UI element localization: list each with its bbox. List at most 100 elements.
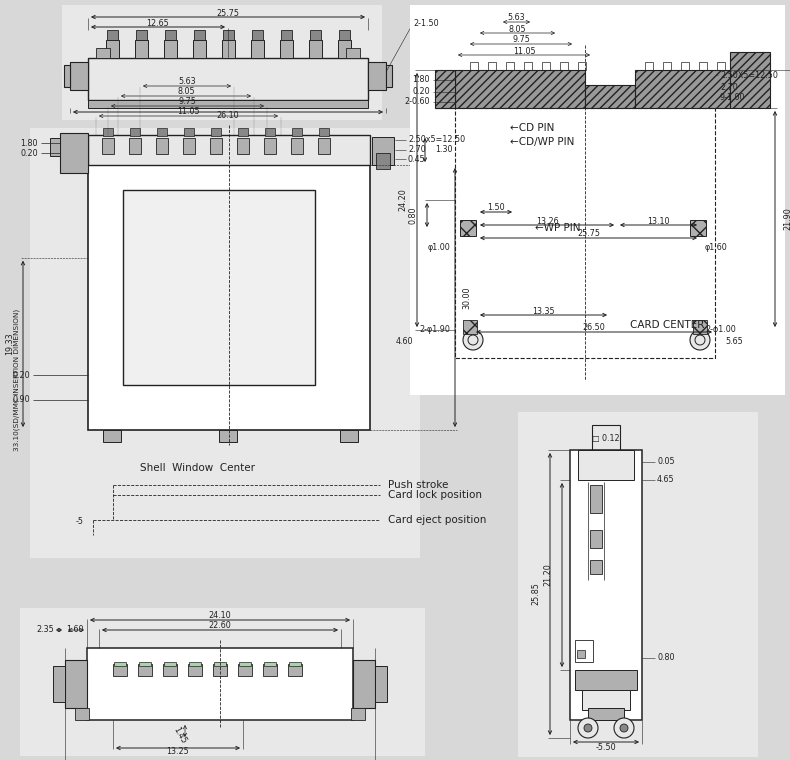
Text: 2.50X5=12.50: 2.50X5=12.50 bbox=[720, 71, 778, 80]
Bar bbox=[339, 30, 350, 40]
Bar bbox=[164, 662, 176, 666]
Circle shape bbox=[584, 724, 592, 732]
Text: 1.45: 1.45 bbox=[171, 725, 188, 745]
Text: 13.35: 13.35 bbox=[532, 306, 555, 315]
Bar bbox=[542, 62, 550, 70]
Text: 2-φ1.90: 2-φ1.90 bbox=[419, 325, 450, 334]
Bar bbox=[590, 530, 602, 548]
Bar bbox=[717, 62, 725, 70]
Bar bbox=[592, 425, 620, 450]
Bar bbox=[289, 662, 301, 666]
Bar bbox=[310, 30, 321, 40]
Bar bbox=[88, 135, 370, 165]
Bar bbox=[88, 165, 370, 430]
Bar bbox=[157, 128, 167, 136]
Text: 13.25: 13.25 bbox=[167, 748, 190, 756]
Text: 12.65: 12.65 bbox=[147, 20, 169, 28]
Text: φ1.00: φ1.00 bbox=[427, 243, 450, 252]
Text: 1.80: 1.80 bbox=[412, 75, 430, 84]
Text: 2-0.60: 2-0.60 bbox=[404, 97, 430, 106]
Text: □ 0.12: □ 0.12 bbox=[592, 433, 620, 442]
Circle shape bbox=[614, 718, 634, 738]
Bar bbox=[699, 62, 707, 70]
Text: 11.05: 11.05 bbox=[177, 107, 200, 116]
Text: ←CD/WP PIN: ←CD/WP PIN bbox=[510, 137, 574, 147]
Text: 4.60: 4.60 bbox=[396, 337, 413, 347]
Text: 13.26: 13.26 bbox=[536, 217, 559, 226]
Bar bbox=[455, 70, 585, 108]
Bar bbox=[123, 190, 315, 385]
Bar bbox=[368, 62, 386, 90]
Bar bbox=[130, 128, 140, 136]
Bar bbox=[184, 128, 194, 136]
Bar bbox=[488, 62, 496, 70]
Bar bbox=[506, 62, 514, 70]
Bar bbox=[590, 485, 602, 513]
Bar bbox=[135, 40, 148, 58]
Bar bbox=[238, 128, 248, 136]
Bar bbox=[183, 138, 195, 154]
Text: 22.60: 22.60 bbox=[209, 622, 231, 631]
Bar bbox=[238, 664, 252, 676]
Bar bbox=[193, 40, 206, 58]
Bar bbox=[635, 70, 730, 108]
Bar bbox=[263, 664, 277, 676]
Text: 4.65: 4.65 bbox=[657, 476, 675, 485]
Bar bbox=[280, 40, 293, 58]
Bar bbox=[20, 608, 425, 756]
Bar bbox=[663, 62, 671, 70]
Text: 0.20: 0.20 bbox=[13, 371, 30, 379]
Text: 0.80: 0.80 bbox=[408, 206, 417, 223]
Bar bbox=[338, 40, 351, 58]
Text: 0.20: 0.20 bbox=[412, 87, 430, 97]
Text: 0.20: 0.20 bbox=[21, 148, 38, 157]
Bar bbox=[219, 430, 237, 442]
Text: 11.05: 11.05 bbox=[513, 46, 536, 55]
Text: 5.63: 5.63 bbox=[179, 78, 196, 87]
Text: 26.10: 26.10 bbox=[216, 112, 239, 121]
Bar bbox=[319, 128, 329, 136]
Bar bbox=[251, 40, 264, 58]
Bar bbox=[50, 138, 60, 156]
Text: 1.30: 1.30 bbox=[435, 145, 453, 154]
Text: 8.05: 8.05 bbox=[177, 87, 195, 97]
Bar bbox=[70, 62, 88, 90]
Text: 33.10(SD/MMC INSERTION DIMENSION): 33.10(SD/MMC INSERTION DIMENSION) bbox=[13, 309, 21, 451]
Text: 30.00: 30.00 bbox=[462, 287, 472, 309]
Bar bbox=[560, 62, 568, 70]
Bar bbox=[524, 62, 532, 70]
Text: ←CD PIN: ←CD PIN bbox=[510, 123, 555, 133]
Bar bbox=[585, 85, 635, 108]
Bar bbox=[291, 138, 303, 154]
Bar bbox=[645, 62, 653, 70]
Bar bbox=[518, 412, 758, 757]
Bar bbox=[65, 660, 87, 708]
Text: 0.90: 0.90 bbox=[13, 395, 30, 404]
Text: 13.10: 13.10 bbox=[647, 217, 670, 226]
Text: -5: -5 bbox=[76, 518, 84, 527]
Bar bbox=[139, 662, 151, 666]
Bar bbox=[96, 48, 110, 58]
Bar bbox=[75, 708, 89, 720]
Text: 19.33: 19.33 bbox=[6, 333, 14, 355]
Bar bbox=[264, 662, 276, 666]
Bar bbox=[463, 320, 477, 334]
Bar bbox=[318, 138, 330, 154]
Bar bbox=[62, 5, 382, 120]
Text: 24.10: 24.10 bbox=[209, 612, 231, 620]
Bar bbox=[281, 30, 292, 40]
Bar bbox=[114, 662, 126, 666]
Bar bbox=[575, 640, 593, 662]
Text: Push stroke: Push stroke bbox=[388, 480, 449, 490]
Text: 21.20: 21.20 bbox=[544, 564, 552, 587]
Text: Shell  Window  Center: Shell Window Center bbox=[141, 463, 255, 473]
Circle shape bbox=[690, 330, 710, 350]
Bar bbox=[223, 30, 234, 40]
Bar bbox=[578, 450, 634, 480]
Bar bbox=[188, 664, 202, 676]
Bar bbox=[213, 664, 227, 676]
Bar bbox=[578, 62, 586, 70]
Bar bbox=[582, 690, 630, 710]
Text: 26.50: 26.50 bbox=[583, 324, 605, 333]
Bar bbox=[164, 40, 177, 58]
